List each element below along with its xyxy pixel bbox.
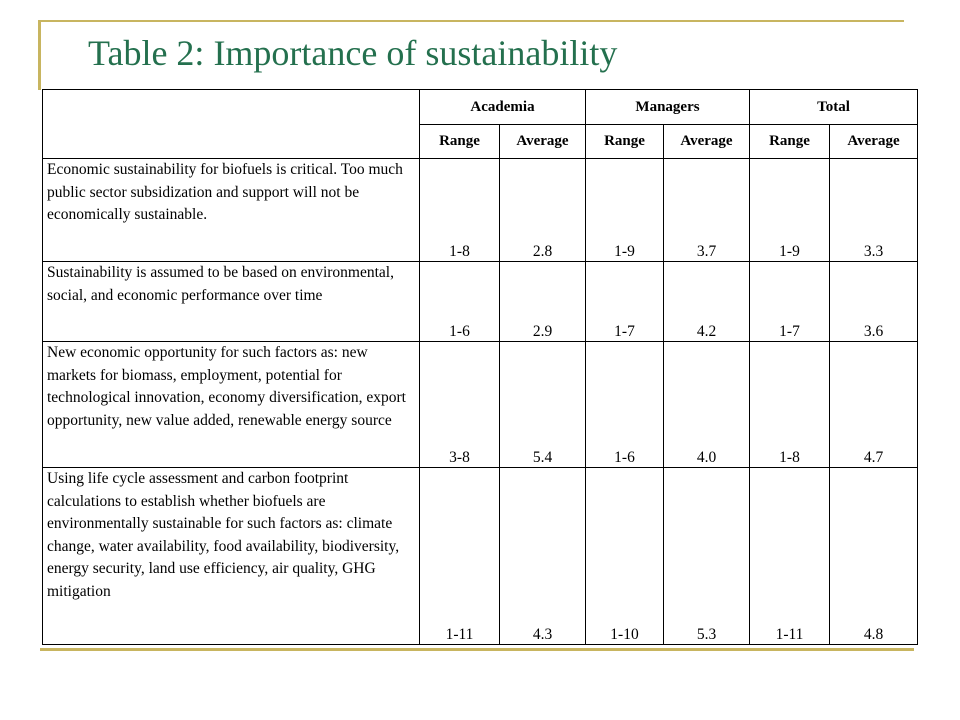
frame-bottom-line [40,648,914,651]
total-range: 1-9 [749,158,830,262]
academia-range: 1-11 [419,467,500,645]
total-average: 4.7 [828,341,919,468]
total-average: 4.8 [828,467,919,645]
header-blank-cell [42,89,420,159]
managers-range: 1-7 [585,261,664,342]
frame-left-line [38,20,41,90]
subheader-range: Range [585,124,664,159]
total-average: 3.6 [828,261,919,342]
slide-title: Table 2: Importance of sustainability [88,33,618,73]
row-statement: Sustainability is assumed to be based on… [42,261,420,342]
header-total: Total [748,89,919,125]
total-range: 1-7 [749,261,830,342]
academia-range: 1-8 [419,158,500,262]
managers-range: 1-10 [585,467,664,645]
row-statement: New economic opportunity for such factor… [42,341,420,468]
academia-range: 3-8 [419,341,500,468]
managers-range: 1-6 [585,341,664,468]
total-average: 3.3 [828,158,919,262]
academia-average: 5.4 [499,341,586,468]
academia-range: 1-6 [419,261,500,342]
managers-average: 3.7 [663,158,750,262]
header-managers: Managers [585,89,750,125]
header-academia: Academia [419,89,586,125]
managers-average: 5.3 [663,467,750,645]
academia-average: 4.3 [499,467,586,645]
subheader-average: Average [499,124,586,159]
academia-average: 2.9 [499,261,586,342]
subheader-average: Average [828,124,919,159]
academia-average: 2.8 [499,158,586,262]
subheader-range: Range [749,124,830,159]
sustainability-table: Academia Managers Total Range Average Ra… [42,89,919,645]
subheader-average: Average [663,124,750,159]
row-statement: Economic sustainability for biofuels is … [42,158,420,262]
row-statement: Using life cycle assessment and carbon f… [42,467,420,645]
frame-top-line [38,20,904,22]
table-row: Economic sustainability for biofuels is … [42,158,919,262]
managers-average: 4.0 [663,341,750,468]
table-row: New economic opportunity for such factor… [42,341,919,468]
total-range: 1-8 [749,341,830,468]
managers-range: 1-9 [585,158,664,262]
table-row: Sustainability is assumed to be based on… [42,261,919,342]
table-row: Using life cycle assessment and carbon f… [42,467,919,645]
subheader-range: Range [419,124,500,159]
total-range: 1-11 [749,467,830,645]
managers-average: 4.2 [663,261,750,342]
